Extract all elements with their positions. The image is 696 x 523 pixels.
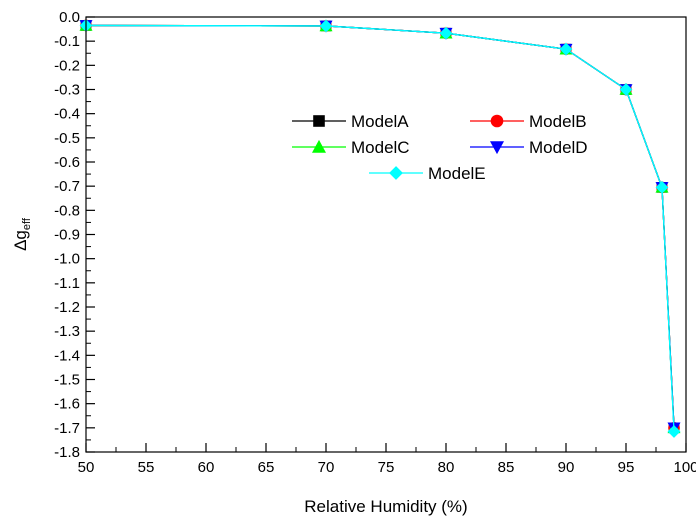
y-axis-ticks: 0.0 -0.1 -0.2 -0.3 -0.4 -0.5 -0.6 -0.7 -0.8 -0.9 -… <box>54 9 95 461</box>
series-line <box>85 24 675 432</box>
legend-marker <box>490 114 504 128</box>
y-tick-label: -1.7 <box>54 420 80 437</box>
y-tick-label: -0.8 <box>54 202 80 219</box>
data-point <box>439 26 453 40</box>
x-tick-label: 70 <box>318 459 335 476</box>
x-tick-label: 50 <box>78 459 95 476</box>
y-tick-label: -1.1 <box>54 275 80 292</box>
series-modele <box>79 19 681 438</box>
legend-item-modela: ModelA <box>292 112 409 131</box>
y-tick-label: -1.5 <box>54 372 80 389</box>
y-tick-label: -0.1 <box>54 33 80 50</box>
legend-label: ModelA <box>351 112 409 131</box>
series-layer <box>79 18 681 438</box>
legend-item-modeld: ModelD <box>470 138 588 157</box>
plot-area-frame <box>85 16 687 453</box>
legend-item-modele: ModelE <box>369 164 486 183</box>
legend-label: ModelE <box>428 164 486 183</box>
y-axis-title: Δgeff <box>11 217 33 251</box>
series-modelc <box>79 18 681 434</box>
x-tick-label: 90 <box>558 459 575 476</box>
data-point <box>319 19 333 33</box>
series-line <box>85 24 675 428</box>
series-line <box>85 24 675 428</box>
x-tick-label: 55 <box>138 459 155 476</box>
y-axis-title-main: Δg <box>11 230 30 251</box>
y-tick-label: -1.3 <box>54 323 80 340</box>
series-modelb <box>80 19 680 434</box>
x-axis-title: Relative Humidity (%) <box>304 497 467 516</box>
y-tick-label: -0.3 <box>54 82 80 99</box>
data-point <box>559 42 573 56</box>
x-axis-ticks: 50 55 60 65 70 75 80 85 90 95 100 <box>78 443 696 476</box>
x-tick-label: 75 <box>378 459 395 476</box>
legend-label: ModelB <box>529 112 587 131</box>
y-tick-label: -1.2 <box>54 299 80 316</box>
data-point <box>667 425 681 438</box>
x-tick-label: 60 <box>198 459 215 476</box>
x-tick-label: 65 <box>258 459 275 476</box>
series-line <box>85 24 675 428</box>
y-tick-label: -1.6 <box>54 396 80 413</box>
series-modeld <box>79 20 681 435</box>
y-tick-label: -1.4 <box>54 347 80 364</box>
y-tick-label: -1.0 <box>54 251 80 268</box>
y-tick-label: -1.8 <box>54 444 80 461</box>
legend-marker <box>389 166 403 180</box>
legend-marker <box>489 141 505 155</box>
series-line <box>85 24 675 428</box>
legend-item-modelc: ModelC <box>292 138 410 157</box>
y-tick-label: -0.5 <box>54 130 80 147</box>
series-modela <box>80 20 680 434</box>
x-tick-label: 85 <box>498 459 515 476</box>
y-tick-label: -0.7 <box>54 178 80 195</box>
y-tick-label: 0.0 <box>59 9 80 26</box>
y-axis-title-subscript: eff <box>21 217 33 230</box>
y-tick-label: -0.4 <box>54 106 80 123</box>
x-tick-label: 100 <box>673 459 696 476</box>
legend-label: ModelC <box>351 138 410 157</box>
legend: ModelA ModelB ModelC ModelD ModelE <box>292 112 588 183</box>
y-tick-label: -0.6 <box>54 154 80 171</box>
x-tick-label: 95 <box>618 459 635 476</box>
data-point <box>655 180 669 194</box>
y-tick-label: -0.9 <box>54 227 80 244</box>
legend-label: ModelD <box>529 138 588 157</box>
legend-item-modelb: ModelB <box>470 112 587 131</box>
legend-marker <box>311 139 327 153</box>
x-tick-label: 80 <box>438 459 455 476</box>
legend-marker <box>313 115 325 127</box>
y-tick-label: -0.2 <box>54 57 80 74</box>
data-point <box>619 83 633 96</box>
